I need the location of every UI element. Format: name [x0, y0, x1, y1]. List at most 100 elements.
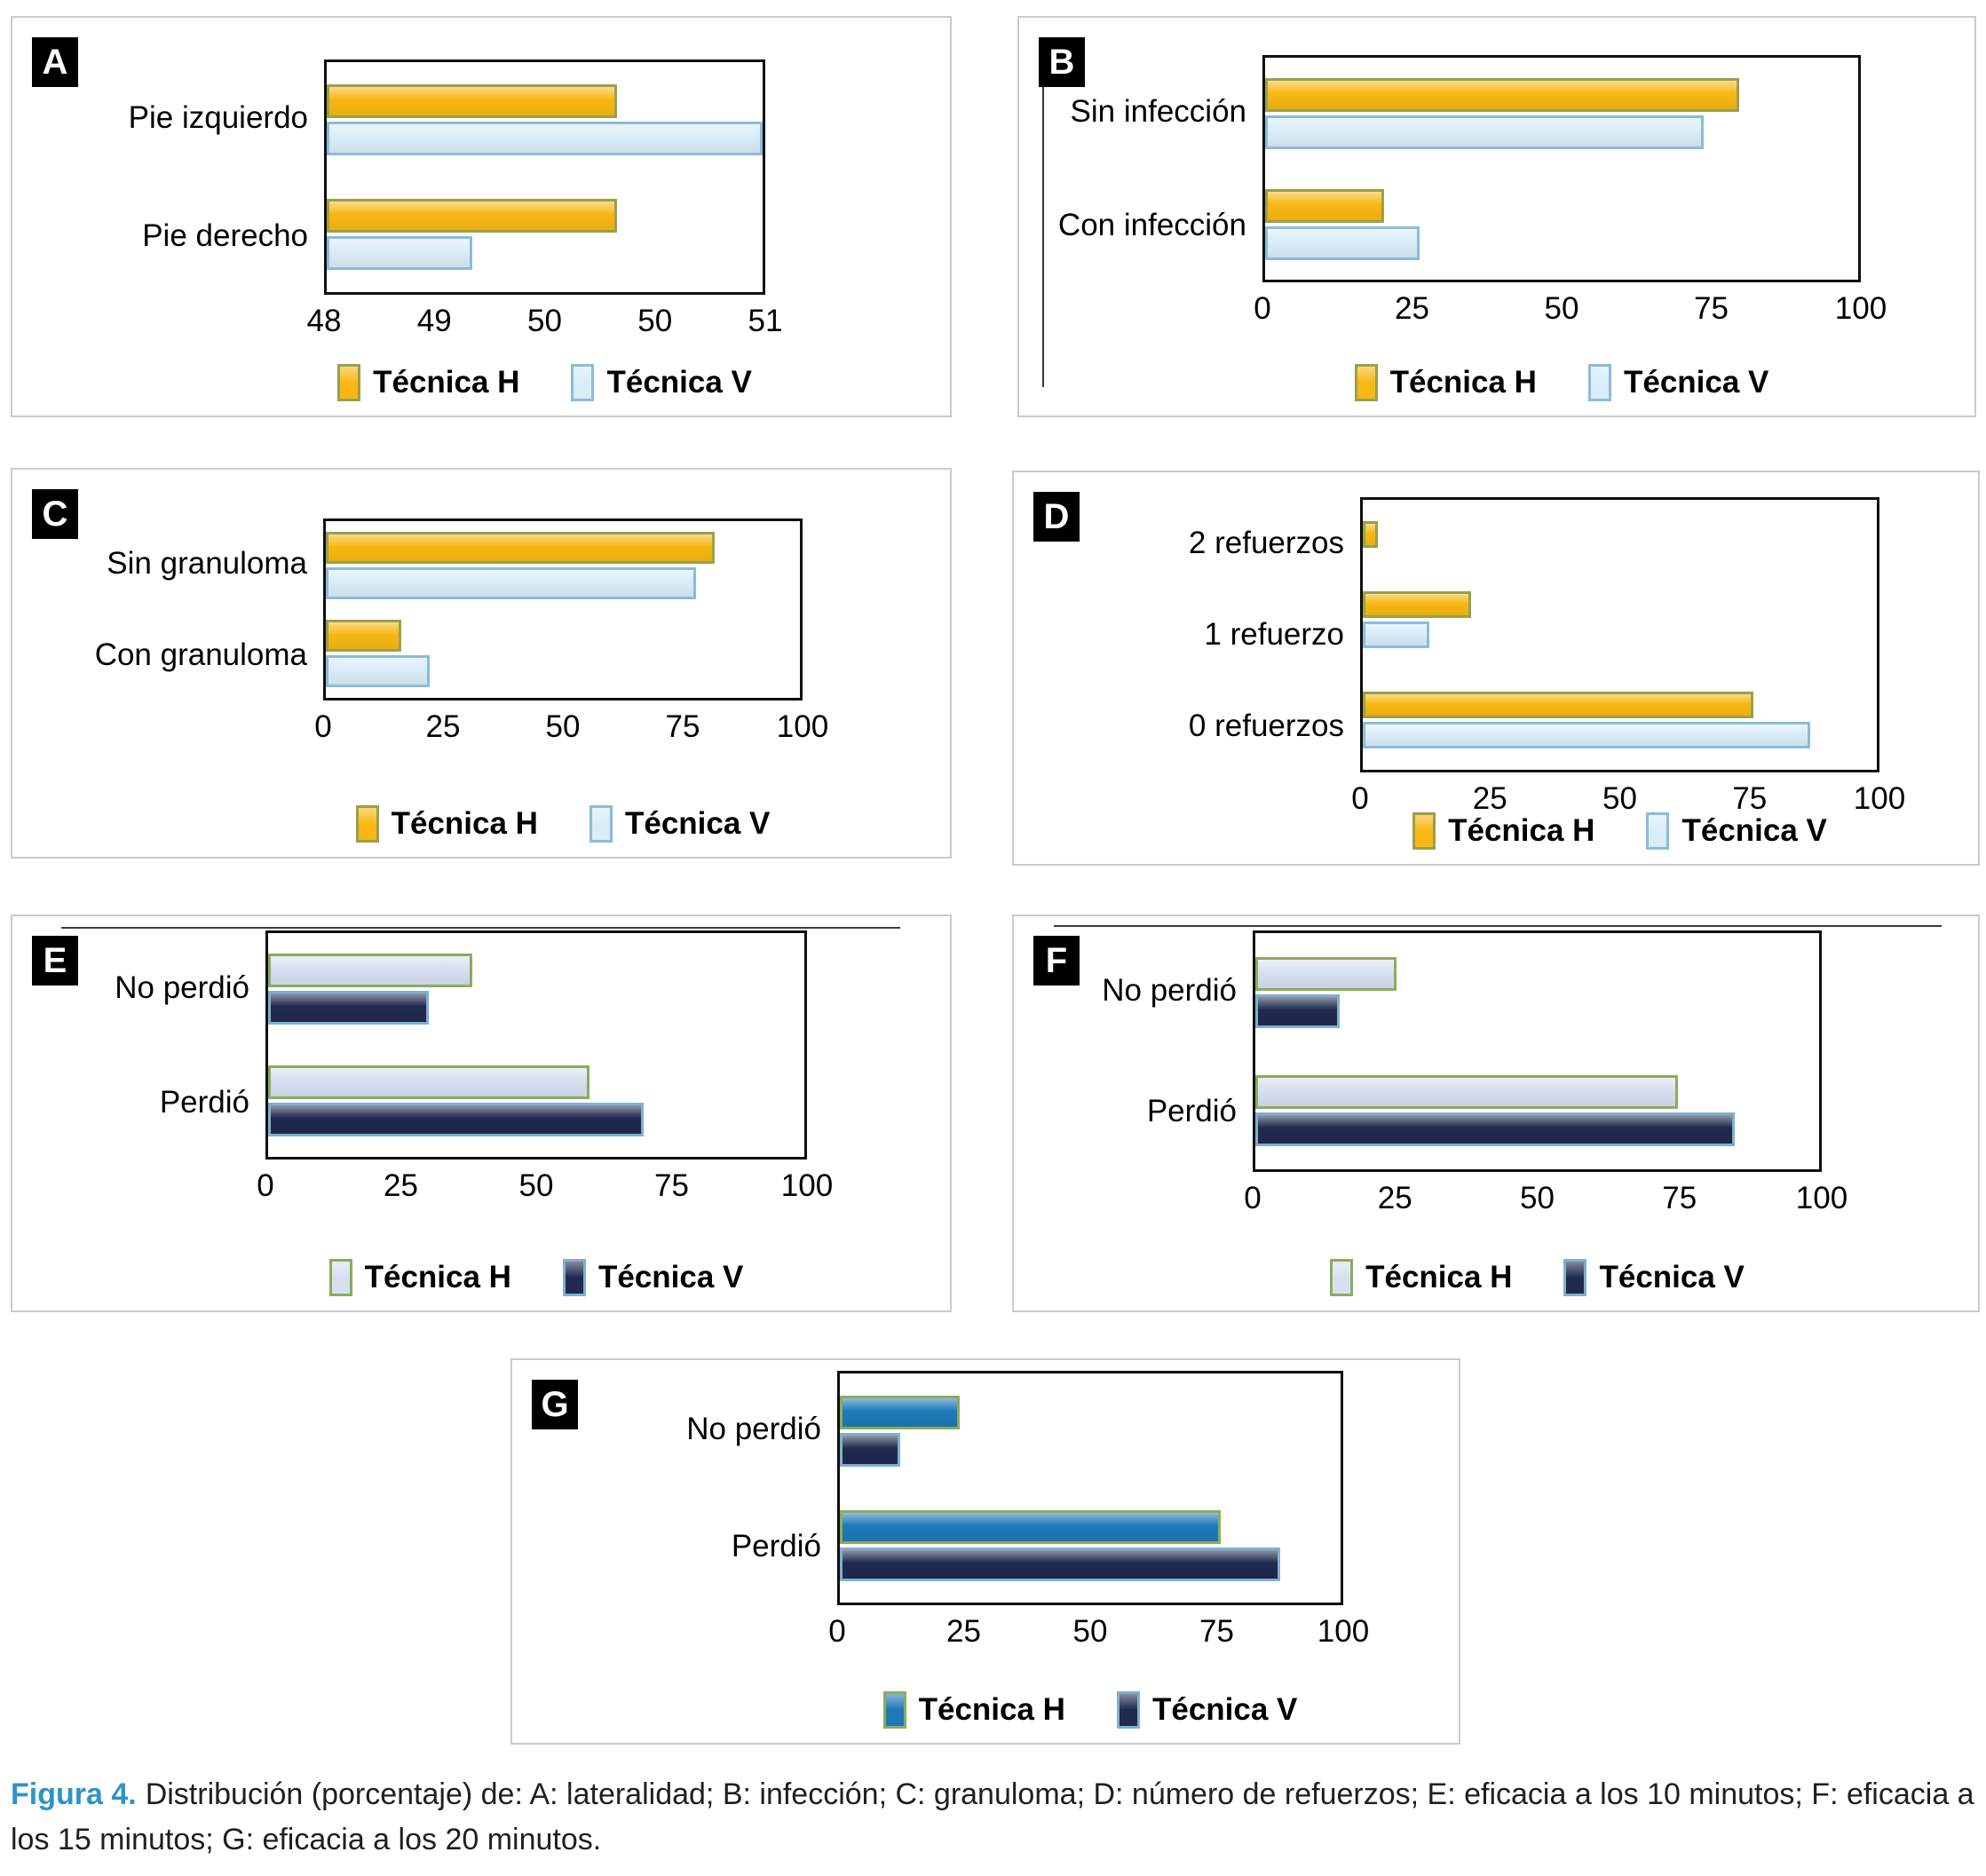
legend: Técnica H Técnica V: [837, 1691, 1343, 1729]
bar-group: [1363, 521, 1877, 549]
category-label: No perdió: [1102, 973, 1237, 1008]
panel-letter-badge: G: [532, 1380, 578, 1429]
bar-group: [326, 531, 800, 599]
legend: Técnica H Técnica V: [1360, 812, 1879, 850]
category-label: Perdió: [1146, 1094, 1237, 1128]
x-tick-label: 100: [776, 709, 829, 744]
panel-letter-badge: B: [1039, 37, 1085, 87]
x-tick-label: 50: [1544, 291, 1579, 326]
x-axis: 0 25 50 75 100: [828, 1609, 1369, 1655]
x-tick-label: 50: [637, 304, 673, 338]
x-tick-label: 75: [1732, 781, 1768, 816]
legend-item: Técnica V: [1116, 1691, 1297, 1729]
panel-letter-badge: F: [1033, 936, 1080, 985]
plot-area: [323, 518, 803, 701]
x-tick-label: 50: [1072, 1614, 1108, 1649]
bar-group: [840, 1509, 1341, 1581]
legend-label: Técnica H: [1448, 813, 1595, 848]
bar: [1363, 691, 1754, 718]
bar: [1363, 521, 1379, 549]
legend-label: Técnica V: [1599, 1260, 1745, 1294]
plot-area: [324, 59, 765, 295]
legend-item: Técnica H: [1412, 812, 1594, 850]
bar-group: [1255, 956, 1819, 1028]
x-axis: 0 25 50 75 100: [1351, 776, 1905, 822]
x-tick-label: 100: [1853, 781, 1906, 816]
bar: [268, 991, 430, 1025]
x-axis: 0 25 50 75 100: [1244, 1175, 1848, 1222]
x-tick-label: 75: [1662, 1181, 1697, 1215]
panel-b-infeccion: B Sin infección Con infección 0 25 50 75 100 …: [1017, 16, 1976, 417]
legend: Técnica H Técnica V: [324, 364, 765, 401]
legend-item: Técnica H: [1354, 364, 1537, 401]
x-tick-label: 0: [1351, 781, 1369, 816]
panel-letter-badge: C: [32, 489, 78, 539]
legend-label: Técnica H: [391, 806, 538, 841]
legend-item: Técnica V: [1563, 1259, 1745, 1296]
legend-swatch: [1116, 1691, 1140, 1729]
bar: [1265, 226, 1420, 260]
plot-area: [1253, 930, 1822, 1172]
panel-g-eficacia-20min: G No perdió Perdió 0 25 50 75 100 Técnica H Té…: [510, 1358, 1460, 1745]
x-tick-label: 100: [1317, 1614, 1370, 1649]
bar: [1363, 590, 1471, 618]
panel-d-refuerzos: D 2 refuerzos 1 refuerzo 0 refuerzos 0 25 50…: [1012, 471, 1980, 866]
stray-top-line: [1054, 925, 1942, 927]
x-tick-label: 0: [257, 1168, 274, 1203]
legend-swatch: [337, 364, 361, 401]
panel-c-granuloma: C Sin granuloma Con granuloma 0 25 50 75 100 …: [11, 468, 952, 859]
bar: [326, 655, 431, 688]
plot-area: [837, 1371, 1343, 1605]
legend-item: Técnica H: [355, 805, 538, 843]
x-tick-label: 50: [545, 709, 581, 744]
bar-group: [1363, 590, 1877, 648]
category-label: Sin infección: [1070, 94, 1246, 129]
legend-item: Técnica V: [562, 1259, 743, 1296]
bar: [840, 1432, 900, 1467]
legend-item: Técnica H: [882, 1691, 1065, 1729]
plot-area: [1262, 55, 1861, 282]
panel-letter-badge: D: [1033, 492, 1080, 542]
category-labels: Sin infección Con infección: [1019, 55, 1262, 282]
legend: Técnica H Técnica V: [323, 805, 803, 843]
category-label: Pie izquierdo: [128, 100, 308, 136]
bar: [268, 1103, 644, 1136]
legend-label: Técnica V: [1623, 365, 1769, 400]
x-tick-label: 48: [306, 304, 342, 338]
bar: [327, 121, 763, 155]
caption-label: Figura 4.: [11, 1777, 137, 1811]
panel-e-eficacia-10min: E No perdió Perdió 0 25 50 75 100 Técnica H Té…: [11, 914, 952, 1312]
legend-item: Técnica V: [1646, 812, 1827, 850]
category-label: Perdió: [731, 1529, 821, 1563]
legend-swatch: [571, 364, 595, 401]
bar: [326, 620, 402, 653]
x-tick-label: 75: [665, 709, 700, 744]
category-label: Pie derecho: [142, 218, 308, 253]
bar: [1255, 993, 1341, 1028]
bar: [327, 236, 472, 271]
legend-swatch: [1587, 364, 1611, 401]
x-tick-label: 49: [416, 304, 452, 338]
x-tick-label: 0: [1254, 291, 1271, 326]
bar: [327, 83, 618, 118]
bar: [1265, 188, 1384, 223]
legend-swatch: [1330, 1259, 1354, 1296]
x-tick-label: 75: [654, 1168, 689, 1203]
category-labels: No perdió Perdió: [12, 930, 265, 1160]
category-labels: Pie izquierdo Pie derecho: [12, 59, 324, 295]
figure-caption: Figura 4. Distribución (porcentaje) de: A…: [11, 1772, 1975, 1863]
x-tick-label: 0: [314, 709, 332, 744]
x-tick-label: 25: [946, 1614, 981, 1649]
legend-swatch: [1412, 812, 1436, 850]
category-labels: No perdió Perdió: [512, 1371, 837, 1605]
x-axis: 48 49 50 50 51: [307, 298, 783, 344]
legend-item: Técnica V: [571, 364, 752, 401]
stray-top-line: [61, 927, 900, 929]
legend-label: Técnica V: [1681, 813, 1827, 848]
x-tick-label: 50: [518, 1168, 554, 1203]
panel-letter-badge: A: [32, 37, 78, 87]
category-label: 0 refuerzos: [1188, 708, 1344, 744]
bar: [326, 566, 696, 599]
category-label: Con infección: [1057, 208, 1246, 242]
x-tick-label: 100: [1834, 291, 1887, 326]
